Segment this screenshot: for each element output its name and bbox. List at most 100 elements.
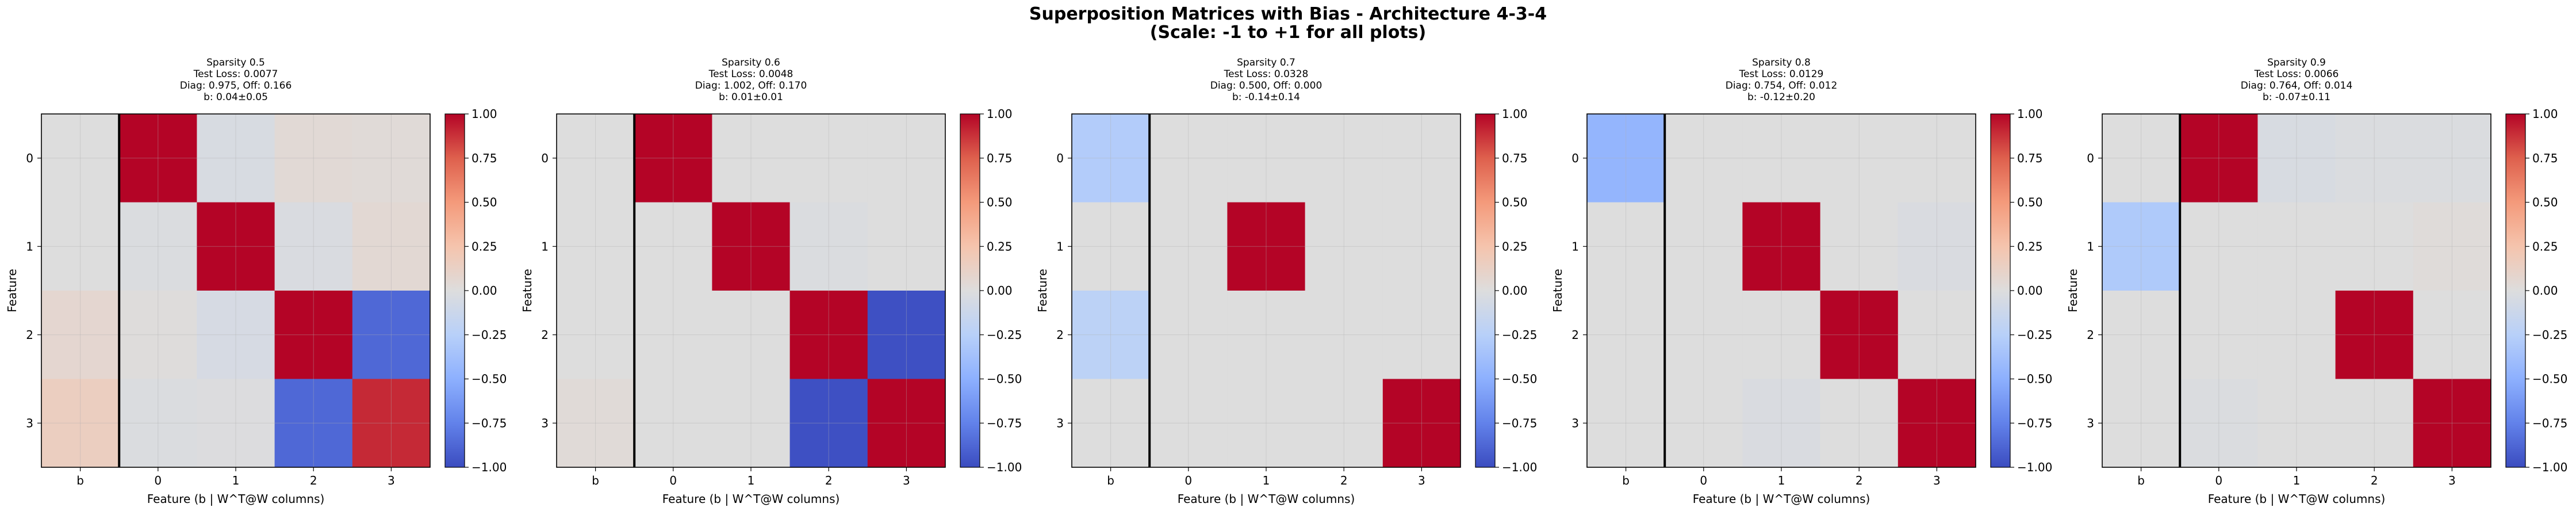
panel-1-ytick-label-0: 0 [26,151,33,165]
panel-5-title-line-4: b: -0.07±0.11 [2263,91,2330,103]
panel-3-cell-r2-c3 [1305,291,1383,379]
panel-5-xtick-label-4: 3 [2448,474,2456,487]
panel-3-colorbar-tick-label-2: 0.50 [1502,196,1528,209]
panel-1-title-line-2: Test Loss: 0.0077 [193,68,278,80]
panel-5-x-axis-label: Feature (b | W^T@W columns) [2208,492,2386,506]
panel-3-cell-r0-c1 [1149,114,1228,203]
panel-2-cell-r2-c0 [557,291,635,379]
panel-3-cell-r1-c1 [1149,202,1228,291]
panel-2-cell-r0-c1 [634,114,712,203]
panel-4-xtick-label-4: 3 [1933,474,1941,487]
panel-1-colorbar-tick-label-6: −0.50 [471,372,507,386]
panel-1-cell-r0-c2 [197,114,275,203]
panel-5-cell-r1-c3 [2335,202,2414,291]
panel-4-ytick-label-3: 3 [1571,416,1579,430]
panel-4-cell-r2-c4 [1897,291,1976,379]
panel-3-colorbar-tick-label-4: 0.00 [1502,284,1528,298]
panel-1-cell-r3-c2 [197,379,275,468]
panel-1-colorbar [444,113,465,468]
panel-3-ytick-label-0: 0 [1056,151,1064,165]
panel-1-ytick-label-2: 2 [26,328,33,342]
panel-4-title-line-3: Diag: 0.754, Off: 0.012 [1726,80,1838,91]
panel-5-cell-r3-c4 [2413,379,2491,468]
panel-2-cell-r1-c1 [634,202,712,291]
panel-1-colorbar-tick-label-8: −1.00 [471,460,507,474]
panel-5-ytick-label-1: 1 [2087,239,2094,253]
panel-4-cell-r0-c3 [1820,114,1899,203]
panel-5-xtick-label-1: 0 [2215,474,2222,487]
panel-1-y-axis-label: Feature [5,269,19,312]
panel-2-cell-r0-c3 [789,114,868,203]
panel-5-title-line-2: Test Loss: 0.0066 [2254,68,2339,80]
panel-2-x-axis-label: Feature (b | W^T@W columns) [662,492,840,506]
panel-4-title-line-4: b: -0.12±0.20 [1747,91,1815,103]
panel-4-ytick-label-2: 2 [1571,328,1579,342]
panel-5-colorbar-tick-label-2: 0.50 [2532,196,2558,209]
panel-1-cell-r2-c4 [352,291,431,379]
panel-3-cell-r0-c4 [1382,114,1461,203]
panel-3-colorbar-tick-label-1: 0.75 [1502,151,1528,165]
panel-4-cell-r0-c2 [1742,114,1821,203]
panel-4-cell-r0-c0 [1587,114,1665,203]
panel-5-cell-r1-c2 [2257,202,2336,291]
panel-1-xtick-label-1: 0 [154,474,162,487]
panel-4-cell-r1-c0 [1587,202,1665,291]
panel-4-cell-r1-c3 [1820,202,1899,291]
panel-5-colorbar [2505,113,2526,468]
panel-3-x-axis-label: Feature (b | W^T@W columns) [1178,492,1355,506]
panel-2-xtick-label-0: b [592,474,599,487]
panel-5-xtick-label-0: b [2137,474,2145,487]
panel-4-title-line-1: Sparsity 0.8 [1752,57,1811,68]
panel-2-cell-r2-c1 [634,291,712,379]
panel-5-cell-r2-c0 [2102,291,2180,379]
panel-1-cell-r2-c3 [274,291,353,379]
panel-3-y-axis-label: Feature [1036,269,1049,312]
panel-4-cell-r3-c0 [1587,379,1665,468]
panel-3-cell-r2-c2 [1227,291,1306,379]
panel-5-title-line-3: Diag: 0.764, Off: 0.014 [2241,80,2353,91]
panel-5-cell-r0-c0 [2102,114,2180,203]
panel-1-cell-r2-c2 [197,291,275,379]
panel-5-cell-r3-c2 [2257,379,2336,468]
panel-4-cell-r2-c2 [1742,291,1821,379]
panel-1-cell-r3-c0 [41,379,120,468]
panel-3-colorbar-tick-label-3: 0.25 [1502,239,1528,253]
panel-2-xtick-label-4: 3 [903,474,910,487]
panel-4-cell-r1-c1 [1665,202,1743,291]
panel-5-cell-r0-c4 [2413,114,2491,203]
panel-4-colorbar-tick-label-0: 1.00 [2017,107,2043,121]
panel-2-cell-r1-c3 [789,202,868,291]
panel-5-colorbar-tick-label-7: −0.75 [2532,416,2567,430]
panel-2-cell-r3-c1 [634,379,712,468]
panel-5-cell-r2-c3 [2335,291,2414,379]
panel-1-cell-r1-c0 [41,202,120,291]
panel-3-colorbar-tick-label-0: 1.00 [1502,107,1528,121]
panel-2-ytick-label-2: 2 [541,328,549,342]
panel-3-cell-r1-c0 [1072,202,1150,291]
panel-1-cell-r2-c1 [119,291,197,379]
panel-4-colorbar-tick-label-1: 0.75 [2017,151,2043,165]
panel-4-cell-r3-c3 [1820,379,1899,468]
panel-5-cell-r1-c1 [2180,202,2258,291]
panel-3-cell-r1-c4 [1382,202,1461,291]
panel-4-colorbar-tick-label-4: 0.00 [2017,284,2043,298]
panel-2-ytick-label-1: 1 [541,239,549,253]
panel-3-colorbar-tick-label-7: −0.75 [1502,416,1537,430]
panel-2-title-line-2: Test Loss: 0.0048 [708,68,793,80]
panel-4-cell-r3-c2 [1742,379,1821,468]
panel-3-cell-r2-c1 [1149,291,1228,379]
panel-4-colorbar-tick-label-3: 0.25 [2017,239,2043,253]
panel-5-cell-r1-c0 [2102,202,2180,291]
panel-1-cell-r3-c4 [352,379,431,468]
panel-3-cell-r1-c2 [1227,202,1306,291]
panel-5-cell-r3-c1 [2180,379,2258,468]
panel-3-cell-r3-c3 [1305,379,1383,468]
panel-3-cell-r2-c4 [1382,291,1461,379]
panel-2-title-line-3: Diag: 1.002, Off: 0.170 [695,80,807,91]
panel-4-cell-r1-c4 [1897,202,1976,291]
panel-4-ytick-label-0: 0 [1571,151,1579,165]
figure-title: Superposition Matrices with Bias - Archi… [1029,4,1547,24]
panel-1-cell-r2-c0 [41,291,120,379]
